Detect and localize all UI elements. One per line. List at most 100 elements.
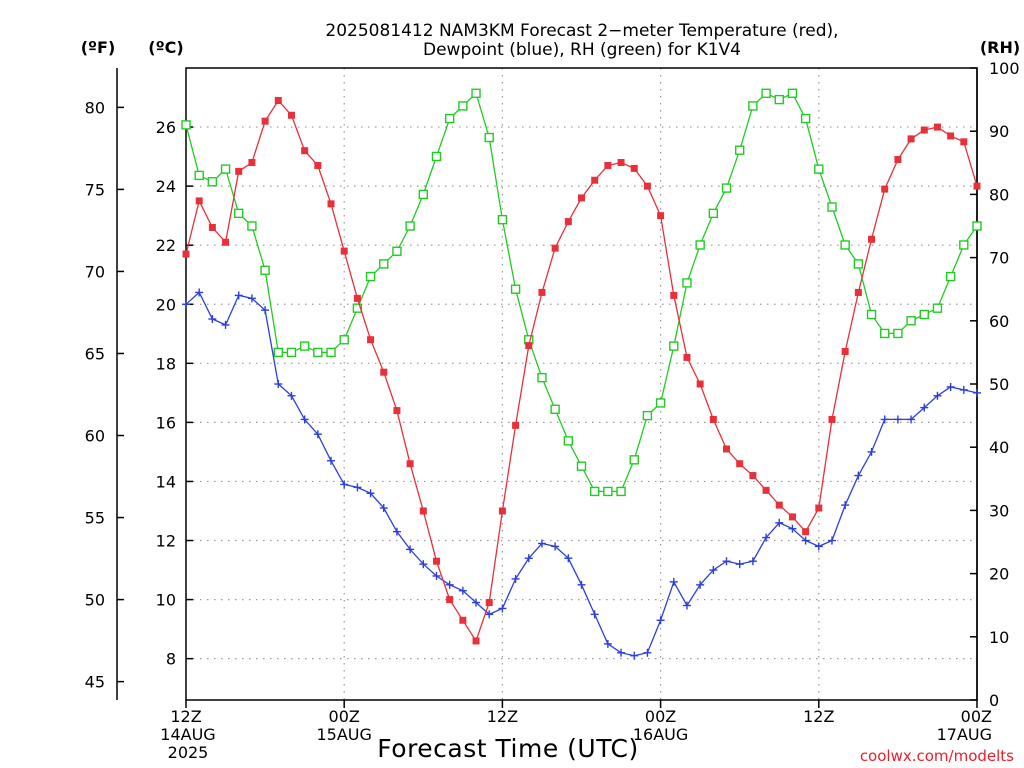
rh-point bbox=[748, 101, 758, 111]
rh-point bbox=[484, 132, 494, 143]
rh-point bbox=[286, 347, 297, 358]
dewpoint-point bbox=[551, 542, 560, 551]
dewpoint-point bbox=[221, 320, 230, 329]
temperature-point bbox=[617, 159, 625, 167]
x-tick-label: 12Z bbox=[170, 707, 201, 726]
rh-point bbox=[866, 309, 877, 320]
rh-point bbox=[853, 259, 864, 269]
rh-point bbox=[339, 335, 349, 345]
dewpoint-point bbox=[946, 382, 955, 391]
rh-point bbox=[247, 221, 257, 231]
temperature-point bbox=[788, 513, 796, 521]
rh-point bbox=[299, 341, 310, 351]
rh-tick-label: 60 bbox=[989, 312, 1009, 331]
dewpoint-point bbox=[920, 403, 929, 412]
temperature-point bbox=[340, 247, 348, 255]
dewpoint-point bbox=[656, 616, 665, 625]
x-tick-label: 00Z bbox=[961, 707, 992, 726]
temperature-point bbox=[182, 250, 190, 258]
rh-tick-label: 90 bbox=[989, 122, 1009, 141]
rh-point bbox=[431, 151, 442, 162]
dewpoint-point bbox=[907, 415, 916, 424]
temperature-point bbox=[815, 504, 823, 512]
temperature-point bbox=[485, 599, 493, 607]
temperature-point bbox=[314, 161, 322, 169]
temperature-point bbox=[551, 244, 559, 252]
temperature-point bbox=[446, 596, 454, 604]
temperature-point bbox=[498, 507, 506, 515]
dewpoint-point bbox=[827, 536, 836, 545]
temperature-point bbox=[749, 472, 757, 480]
f-tick-label: 65 bbox=[85, 344, 105, 363]
rh-point bbox=[945, 271, 956, 282]
rh-point bbox=[550, 404, 560, 414]
rh-tick-label: 70 bbox=[989, 249, 1009, 268]
dewpoint-point bbox=[182, 300, 190, 309]
rh-point bbox=[405, 221, 415, 231]
rh-point bbox=[497, 214, 508, 225]
rh-tick-label: 100 bbox=[989, 59, 1020, 78]
c-tick-label: 22 bbox=[156, 236, 176, 255]
rh-point bbox=[352, 303, 363, 313]
rh-point bbox=[735, 145, 745, 155]
series-dewpoint bbox=[182, 288, 981, 660]
temperature-point bbox=[709, 415, 717, 423]
rh-point bbox=[471, 88, 481, 98]
dewpoint-point bbox=[406, 545, 415, 554]
temperature-point bbox=[973, 182, 981, 190]
c-tick-label: 20 bbox=[156, 295, 176, 314]
dewpoint-point bbox=[841, 501, 850, 510]
rh-point bbox=[458, 101, 468, 111]
dewpoint-point bbox=[893, 415, 902, 424]
temperature-point bbox=[287, 111, 295, 119]
c-tick-label: 16 bbox=[156, 413, 176, 432]
x-tick-label: 00Z bbox=[329, 707, 360, 726]
c-tick-label: 12 bbox=[156, 532, 176, 551]
rh-point bbox=[642, 410, 653, 421]
c-tick-label: 24 bbox=[156, 177, 176, 196]
f-tick-label: 60 bbox=[85, 427, 105, 446]
dewpoint-point bbox=[485, 610, 494, 619]
rh-point bbox=[655, 398, 666, 408]
dewpoint-point bbox=[340, 480, 349, 489]
temperature-point bbox=[301, 147, 309, 155]
dewpoint-point bbox=[880, 415, 889, 424]
temperature-point bbox=[367, 336, 375, 344]
rh-tick-label: 0 bbox=[989, 691, 999, 710]
dewpoint-point bbox=[814, 542, 823, 551]
temperature-point bbox=[472, 637, 480, 645]
dewpoint-point bbox=[445, 580, 454, 589]
celsius-unit-label: (ºC) bbox=[148, 38, 183, 57]
x-tick-label: 00Z bbox=[645, 707, 676, 726]
rh-point bbox=[616, 486, 626, 497]
temperature-point bbox=[274, 96, 282, 104]
rh-point bbox=[365, 271, 376, 282]
rh-point bbox=[682, 278, 692, 288]
f-tick-label: 75 bbox=[85, 180, 105, 199]
rh-point bbox=[563, 436, 574, 446]
dewpoint-point bbox=[379, 504, 388, 513]
f-tick-label: 50 bbox=[85, 591, 105, 610]
temperature-point bbox=[261, 117, 269, 125]
rh-point bbox=[827, 202, 837, 212]
dewpoint-point bbox=[300, 415, 309, 424]
temperature-point bbox=[881, 185, 889, 193]
temperature-point bbox=[578, 194, 585, 202]
temperature-point bbox=[696, 380, 704, 388]
credit-link[interactable]: coolwx.com/modelts bbox=[860, 747, 1014, 765]
temperature-point bbox=[327, 200, 335, 208]
rh-point bbox=[669, 341, 679, 351]
temperature-point bbox=[762, 486, 770, 494]
temperature-point bbox=[208, 223, 216, 231]
x-tick-label: 15AUG bbox=[316, 725, 371, 744]
rh-tick-label: 10 bbox=[989, 628, 1009, 647]
rh-point bbox=[893, 328, 903, 339]
rh-point bbox=[260, 265, 270, 275]
f-tick-label: 70 bbox=[85, 262, 105, 281]
dewpoint-point bbox=[234, 291, 243, 300]
rh-tick-label: 50 bbox=[989, 375, 1009, 394]
dewpoint-point bbox=[537, 539, 546, 548]
x-tick-label: 16AUG bbox=[633, 725, 688, 744]
temperature-point bbox=[670, 291, 678, 299]
dewpoint-point bbox=[392, 527, 401, 536]
